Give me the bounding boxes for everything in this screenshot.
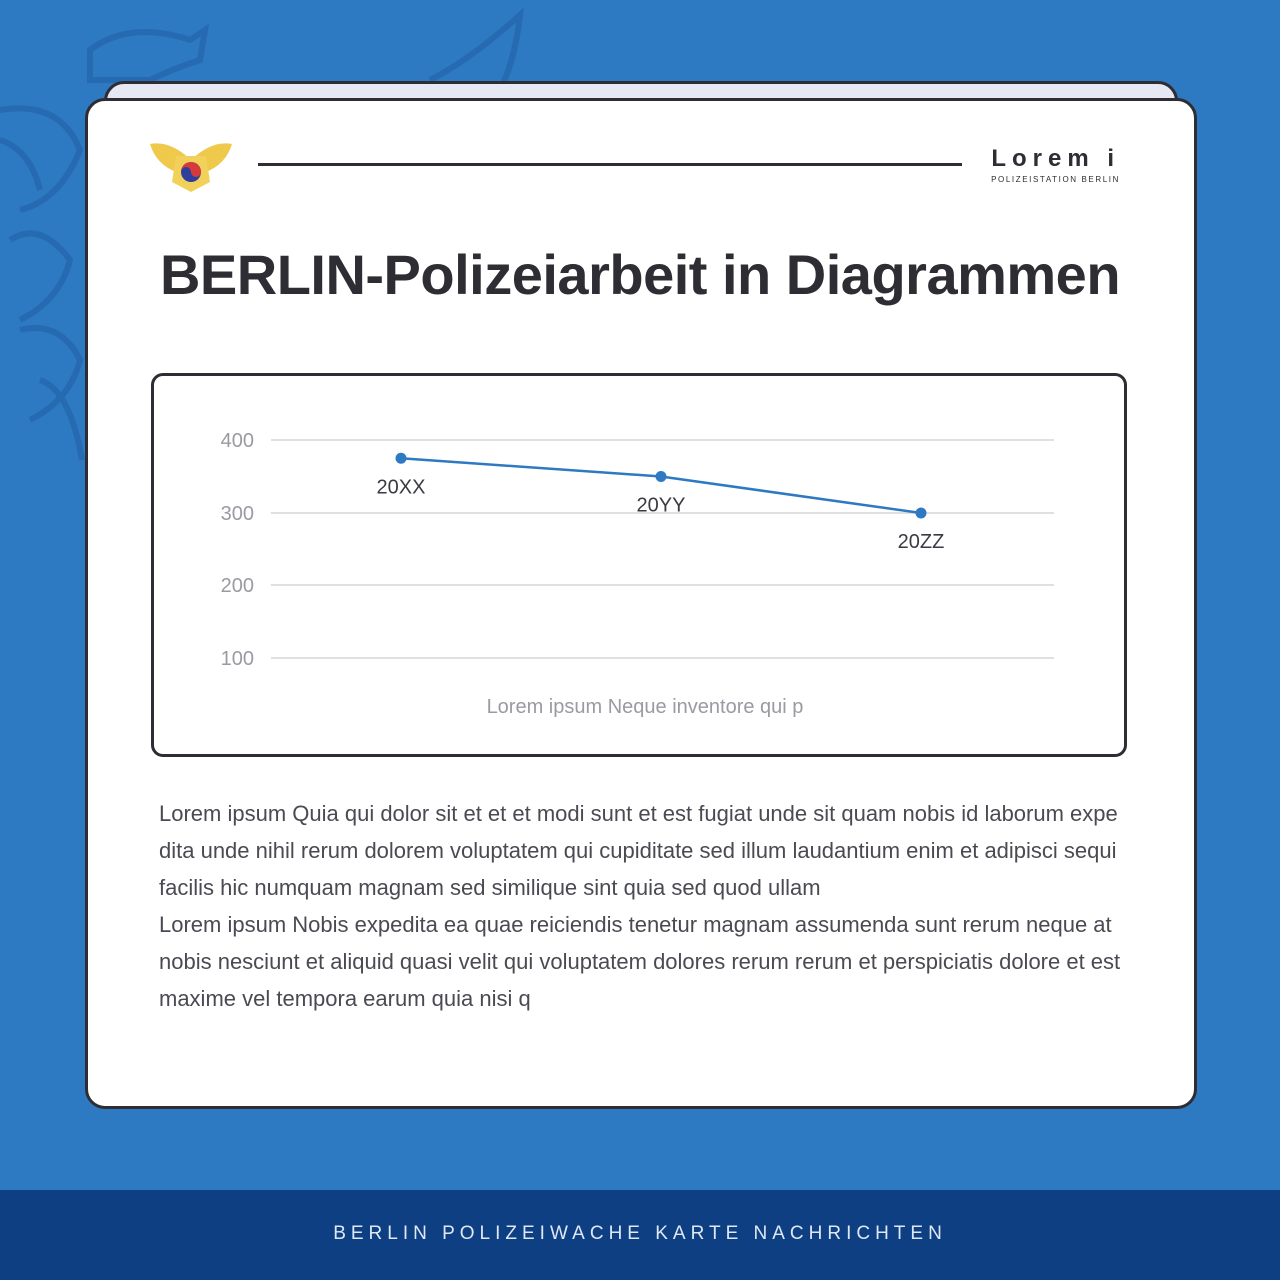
y-tick-label: 200 <box>221 575 254 597</box>
y-tick-label: 100 <box>221 648 254 670</box>
header-divider <box>258 163 962 166</box>
chart-panel: 100 200 300 400 20XX 20YY 20ZZ Lorem ipsum Nequ… <box>151 373 1127 757</box>
category-label: 20XX <box>377 476 426 498</box>
footer-text: BERLIN POLIZEIWACHE KARTE NACHRICHTEN <box>333 1223 947 1244</box>
category-label: 20ZZ <box>898 531 945 553</box>
y-tick-label: 400 <box>221 430 254 452</box>
data-point <box>655 471 667 482</box>
line-chart: 100 200 300 400 20XX 20YY 20ZZ Lorem ipsum Nequ… <box>221 430 1054 718</box>
brand-name: Lorem i <box>991 145 1120 172</box>
footer-bar <box>0 1190 1280 1280</box>
background-eagle-emblem-icon <box>0 7 524 461</box>
category-label: 20YY <box>637 495 686 517</box>
page-title: BERLIN-Polizeiarbeit in Diagrammen <box>159 243 1121 306</box>
body-text: Lorem ipsum Quia qui dolor sit et et et … <box>159 801 1121 1011</box>
brand-subtitle: POLIZEISTATION BERLIN <box>991 175 1120 184</box>
police-emblem-icon <box>150 143 232 192</box>
y-tick-label: 300 <box>221 503 254 525</box>
brand-block: Lorem i POLIZEISTATION BERLIN <box>960 144 1120 186</box>
data-point <box>395 452 407 464</box>
data-point <box>915 507 927 519</box>
x-axis-label: Lorem ipsum Neque inventore qui p <box>487 696 804 718</box>
